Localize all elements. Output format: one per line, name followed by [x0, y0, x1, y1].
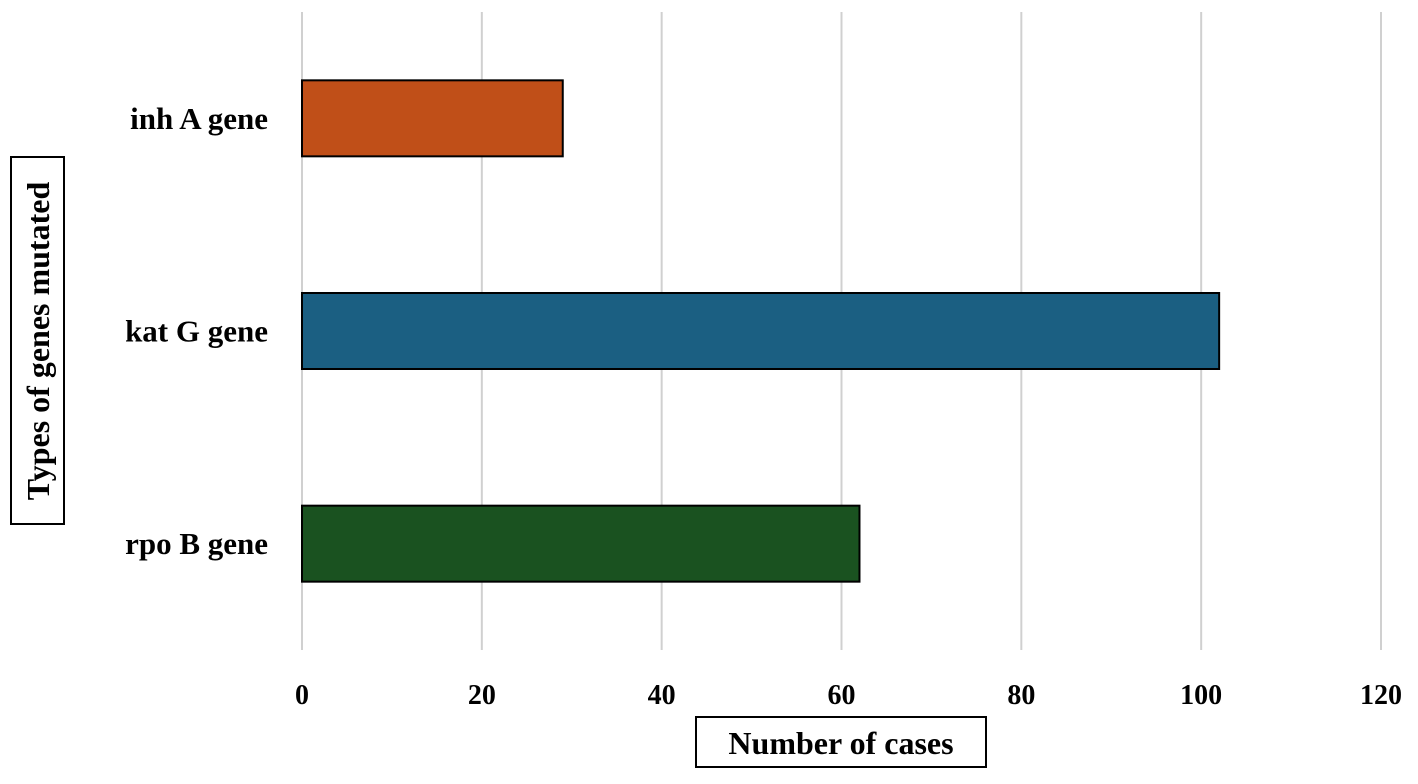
category-label-kat-g-gene: kat G gene [125, 314, 268, 349]
category-labels: inh A gene kat G gene rpo B gene [125, 101, 268, 561]
bar-inh-a-gene [301, 79, 564, 158]
bars [301, 79, 1221, 583]
x-tick-label-100: 100 [1180, 680, 1222, 711]
x-tick-label-60: 60 [828, 680, 856, 711]
x-axis-title: Number of cases [728, 725, 953, 761]
category-label-rpo-b-gene: rpo B gene [125, 526, 268, 561]
category-label-inh-a-gene: inh A gene [130, 101, 268, 136]
x-tick-label-0: 0 [295, 680, 309, 711]
x-axis-title-box: Number of cases [695, 716, 987, 768]
x-tick-label-40: 40 [648, 680, 676, 711]
x-tick-label-120: 120 [1360, 680, 1402, 711]
y-axis-title: Types of genes mutated [20, 182, 56, 501]
bar-kat-g-gene [301, 292, 1221, 370]
x-tick-label-80: 80 [1007, 680, 1035, 711]
y-axis-title-box: Types of genes mutated [10, 156, 65, 525]
bar-rpo-b-gene [301, 504, 861, 583]
x-tick-label-20: 20 [468, 680, 496, 711]
x-tick-labels: 0 20 40 60 80 100 120 [295, 680, 1402, 711]
